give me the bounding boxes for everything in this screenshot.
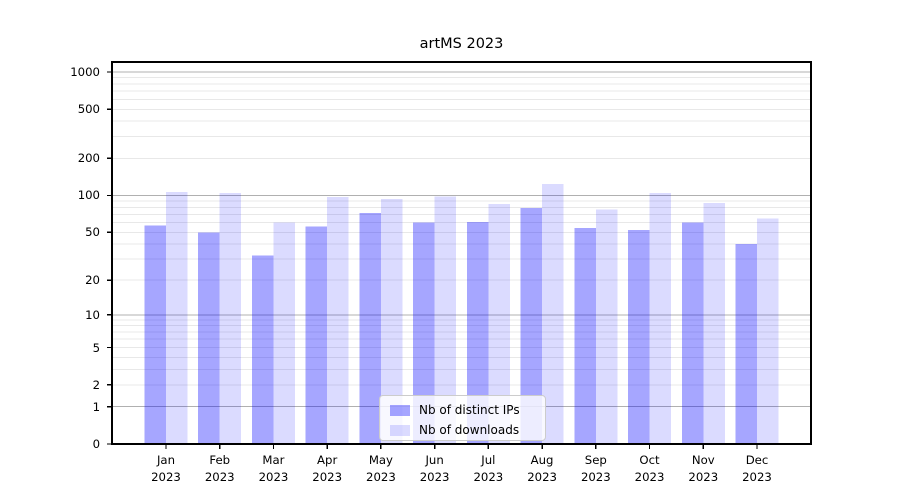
x-tick-label: Jul 2023: [473, 453, 504, 484]
y-tick-label: 100: [77, 188, 100, 203]
y-tick-label: 500: [77, 102, 100, 117]
legend-label-downloads: Nb of downloads: [419, 423, 520, 437]
legend-swatch-downloads: [390, 424, 410, 436]
y-tick-label: 200: [77, 151, 100, 166]
y-tick-label: 20: [85, 273, 100, 288]
bar-distinct-ips-oct: [628, 230, 650, 444]
y-tick-label: 5: [92, 340, 100, 355]
bar-distinct-ips-jun: [413, 222, 435, 444]
x-tick-label: Aug 2023: [527, 453, 557, 484]
y-tick-label: 1000: [70, 64, 100, 79]
plot-border: [111, 61, 812, 445]
chart-title: artMS 2023: [419, 36, 504, 52]
x-tick-label: Oct 2023: [634, 453, 665, 484]
x-tick-label: Feb 2023: [204, 453, 235, 484]
legend-swatch-distinct-ips: [390, 404, 410, 416]
y-tick-label: 10: [85, 307, 100, 322]
x-tick-label: Jan 2023: [151, 453, 181, 484]
x-tick-label: Dec 2023: [742, 453, 772, 484]
bar-downloads-oct: [649, 192, 672, 444]
y-tick-label: 50: [85, 225, 100, 240]
y-tick-label: 2: [92, 377, 100, 392]
x-tick-label: Jun 2023: [419, 453, 450, 484]
x-tick-label: Mar 2023: [258, 453, 289, 484]
bar-downloads-may: [380, 198, 403, 444]
x-tick-label: May 2023: [366, 453, 396, 484]
bar-downloads-mar: [273, 222, 295, 444]
legend-item-distinct-ips: Nb of distinct IPs: [390, 400, 545, 420]
bar-downloads-apr: [327, 197, 349, 444]
x-tick-label: Apr 2023: [312, 453, 343, 484]
legend-label-distinct-ips: Nb of distinct IPs: [419, 403, 520, 417]
x-tick-label: Nov 2023: [688, 453, 719, 484]
bar-distinct-ips-apr: [305, 226, 328, 444]
bar-distinct-ips-may: [359, 212, 381, 444]
bar-downloads-sep: [595, 209, 618, 444]
bar-distinct-ips-sep: [574, 228, 596, 444]
bar-distinct-ips-aug: [520, 208, 543, 444]
bar-downloads-nov: [703, 202, 725, 444]
bar-distinct-ips-feb: [198, 232, 220, 444]
bar-distinct-ips-jan: [144, 225, 166, 444]
bar-distinct-ips-jul: [466, 221, 489, 444]
y-tick-label: 0: [92, 437, 100, 451]
bar-downloads-aug: [542, 184, 564, 444]
bar-downloads-dec: [757, 218, 779, 444]
bar-distinct-ips-dec: [735, 244, 757, 444]
bar-downloads-feb: [219, 192, 242, 444]
legend: Nb of distinct IPs Nb of downloads: [379, 395, 546, 441]
y-tick-label: 1: [92, 399, 100, 414]
bar-distinct-ips-nov: [681, 222, 704, 444]
x-tick-label: Sep 2023: [580, 453, 611, 484]
bar-downloads-jan: [166, 191, 188, 444]
bar-downloads-jul: [488, 204, 510, 444]
bar-distinct-ips-mar: [251, 255, 274, 444]
legend-item-downloads: Nb of downloads: [390, 420, 545, 440]
bar-downloads-jun: [434, 196, 457, 444]
